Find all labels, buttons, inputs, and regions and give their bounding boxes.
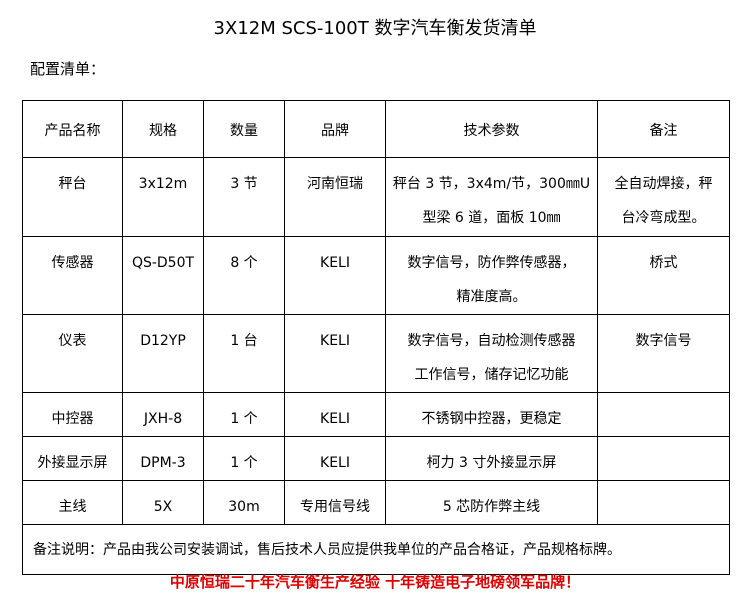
- cell-line: 全自动焊接，秤: [614, 176, 713, 192]
- table-row: 秤台 3x12m 3 节河南恒瑞 秤台 3 节，3x4m/节，300㎜U 型梁 6 道，…: [22, 157, 730, 237]
- table-cell: 8 个: [203, 236, 285, 315]
- subtitle: 配置清单：: [30, 60, 106, 78]
- table-cell: 5X: [122, 480, 204, 525]
- table-row: 主线 5X 30m 专用信号线 5 芯防作弊主线: [22, 480, 730, 525]
- cell-line: 型梁 6 道，面板 10㎜: [422, 210, 561, 226]
- table-cell: 3 节: [203, 157, 285, 237]
- table-cell: 1 个: [203, 392, 285, 437]
- table-row: 传感器 QS-D50T 8 个 KELI 数字信号，防作弊传感器， 精准度高。 桥式: [22, 236, 730, 315]
- table-cell: 秤台: [22, 157, 123, 237]
- table-cell: 河南恒瑞: [284, 157, 386, 237]
- table-cell: 1 台: [203, 314, 285, 393]
- table-cell: 数字信号，防作弊传感器， 精准度高。: [385, 236, 598, 315]
- cell-line: 精准度高。: [456, 289, 527, 305]
- header-cell: 品牌: [284, 100, 386, 158]
- header-cell: 规格: [122, 100, 204, 158]
- header-cell: 数量: [203, 100, 285, 158]
- empty-cell: [597, 392, 730, 437]
- footer-slogan: 中原恒瑞二十年汽车衡生产经验 十年铸造电子地磅领军品牌！: [169, 573, 581, 591]
- table-cell: QS-D50T: [122, 236, 204, 315]
- table-cell: KELI: [284, 314, 386, 393]
- table-cell: 3x12m: [122, 157, 204, 237]
- cell-line: 工作信号，储存记忆功能: [414, 367, 569, 383]
- header-cell: 备注: [597, 100, 730, 158]
- header-cell: 技术参数: [385, 100, 598, 158]
- table-cell: DPM-3: [122, 436, 204, 481]
- empty-cell: [597, 436, 730, 481]
- empty-cell: [597, 480, 730, 525]
- table-cell: KELI: [284, 436, 386, 481]
- shipping-table: 产品名称 规格 数量 品牌 技术参数 备注 秤台 3x12m 3 节河南恒瑞 秤台 3 节，3x4…: [22, 100, 730, 575]
- header-row: 产品名称 规格 数量 品牌 技术参数 备注: [22, 100, 730, 158]
- cell-line: 数字信号，自动检测传感器: [407, 333, 576, 349]
- table-cell: 专用信号线: [284, 480, 386, 525]
- table-cell: 数字信号，自动检测传感器 工作信号，储存记忆功能: [385, 314, 598, 393]
- table-cell: 1 个: [203, 436, 285, 481]
- note-cell: 备注说明：产品由我公司安装调试，售后技术人员应提供我单位的产品合格证，产品规格标…: [22, 524, 730, 575]
- title: 3X12M SCS-100T 数字汽车衡发货清单: [213, 18, 537, 39]
- table-cell: KELI: [284, 236, 386, 315]
- table-cell: 中控器: [22, 392, 123, 437]
- table-cell: 秤台 3 节，3x4m/节，300㎜U 型梁 6 道，面板 10㎜: [385, 157, 598, 237]
- table-row: 外接显示屏 DPM-3 1 个 KELI 柯力 3 寸外接显示屏: [22, 436, 730, 481]
- table-row: 中控器 JXH-8 1 个 KELI 不锈钢中控器，更稳定: [22, 392, 730, 437]
- table-cell: 全自动焊接，秤 台冷弯成型。: [597, 157, 730, 237]
- table-cell: D12YP: [122, 314, 204, 393]
- table-cell: 主线: [22, 480, 123, 525]
- table-cell: 数字信号: [597, 314, 730, 393]
- table-cell: JXH-8: [122, 392, 204, 437]
- header-cell: 产品名称: [22, 100, 123, 158]
- table-row: 仪表 D12YP 1 台 KELI 数字信号，自动检测传感器 工作信号，储存记忆功能 数字信…: [22, 314, 730, 393]
- table-cell: KELI: [284, 392, 386, 437]
- table-cell: 传感器: [22, 236, 123, 315]
- table-cell: 外接显示屏: [22, 436, 123, 481]
- cell-line: 台冷弯成型。: [621, 210, 706, 226]
- cell-line: 秤台 3 节，3x4m/节，300㎜U: [392, 176, 591, 192]
- table-cell: 5 芯防作弊主线: [385, 480, 598, 525]
- note-row: 备注说明：产品由我公司安装调试，售后技术人员应提供我单位的产品合格证，产品规格标…: [22, 524, 730, 575]
- cell-line: 数字信号，防作弊传感器，: [407, 255, 576, 271]
- table-cell: 桥式: [597, 236, 730, 315]
- table-cell: 仪表: [22, 314, 123, 393]
- table-cell: 不锈钢中控器，更稳定: [385, 392, 598, 437]
- table-cell: 柯力 3 寸外接显示屏: [385, 436, 598, 481]
- table-cell: 30m: [203, 480, 285, 525]
